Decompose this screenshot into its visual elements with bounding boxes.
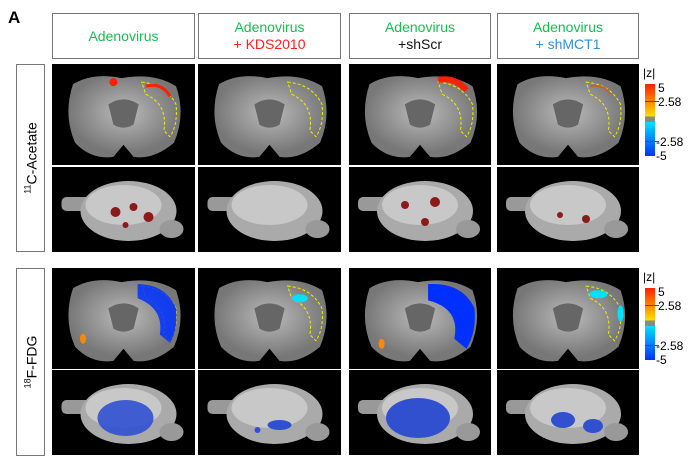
column-header-3: Adenovirus +shScr (349, 13, 491, 59)
row-label-1: 11C-Acetate (16, 64, 45, 252)
column-header-4: Adenovirus + shMCT1 (497, 13, 639, 59)
3d-brain-render-r2-c2 (198, 167, 341, 252)
3d-brain-render-r2-c3 (349, 167, 491, 252)
colorbar-tick: -2.58 (656, 135, 684, 149)
header-line2: +shScr (398, 36, 442, 52)
colorbar-tick: -5 (656, 149, 667, 163)
colorbar-title: |z| (643, 66, 656, 80)
3d-brain-render-r4-c1 (52, 370, 195, 455)
coronal-pet-image-r1-c1 (52, 64, 195, 165)
3d-brain-render-r4-c4 (497, 370, 639, 455)
colorbar-title: |z| (643, 270, 656, 284)
column-header-2: Adenovirus + KDS2010 (198, 13, 341, 59)
colorbar-gradient (645, 288, 655, 360)
coronal-pet-image-r1-c2 (198, 64, 341, 165)
coronal-pet-image-r3-c3 (349, 268, 491, 369)
column-header-1: Adenovirus (52, 13, 195, 59)
coronal-pet-image-r3-c1 (52, 268, 195, 369)
header-line2: + KDS2010 (233, 36, 306, 52)
coronal-pet-image-r1-c4 (497, 64, 639, 165)
3d-brain-render-r4-c2 (198, 370, 341, 455)
colorbar-tick: 5 (658, 285, 665, 299)
isotope-superscript: 11 (22, 184, 33, 194)
colorbar-gradient (645, 84, 655, 156)
colorbar-tick: 5 (658, 81, 665, 95)
colorbar-tick: -2.58 (656, 339, 684, 353)
isotope-superscript: 18 (22, 378, 33, 389)
header-line1: Adenovirus (234, 19, 305, 35)
3d-brain-render-r4-c3 (349, 370, 491, 455)
coronal-pet-image-r3-c4 (497, 268, 639, 369)
3d-brain-render-r2-c4 (497, 167, 639, 252)
tracer-label: C-Acetate (22, 122, 39, 185)
header-line1: Adenovirus (384, 19, 456, 35)
header-line1: Adenovirus (88, 27, 159, 44)
coronal-pet-image-r3-c2 (198, 268, 341, 369)
coronal-pet-image-r1-c3 (349, 64, 491, 165)
3d-brain-render-r2-c1 (52, 167, 195, 252)
row-label-2: 18F-FDG (16, 268, 45, 456)
panel-label: A (8, 8, 21, 27)
header-line2: + shMCT1 (535, 36, 601, 52)
colorbar-tick: 2.58 (658, 299, 682, 313)
colorbar-tick: 2.58 (658, 95, 682, 109)
header-line1: Adenovirus (532, 19, 604, 35)
colorbar-tick: -5 (656, 353, 667, 367)
tracer-label: F-FDG (22, 335, 39, 379)
